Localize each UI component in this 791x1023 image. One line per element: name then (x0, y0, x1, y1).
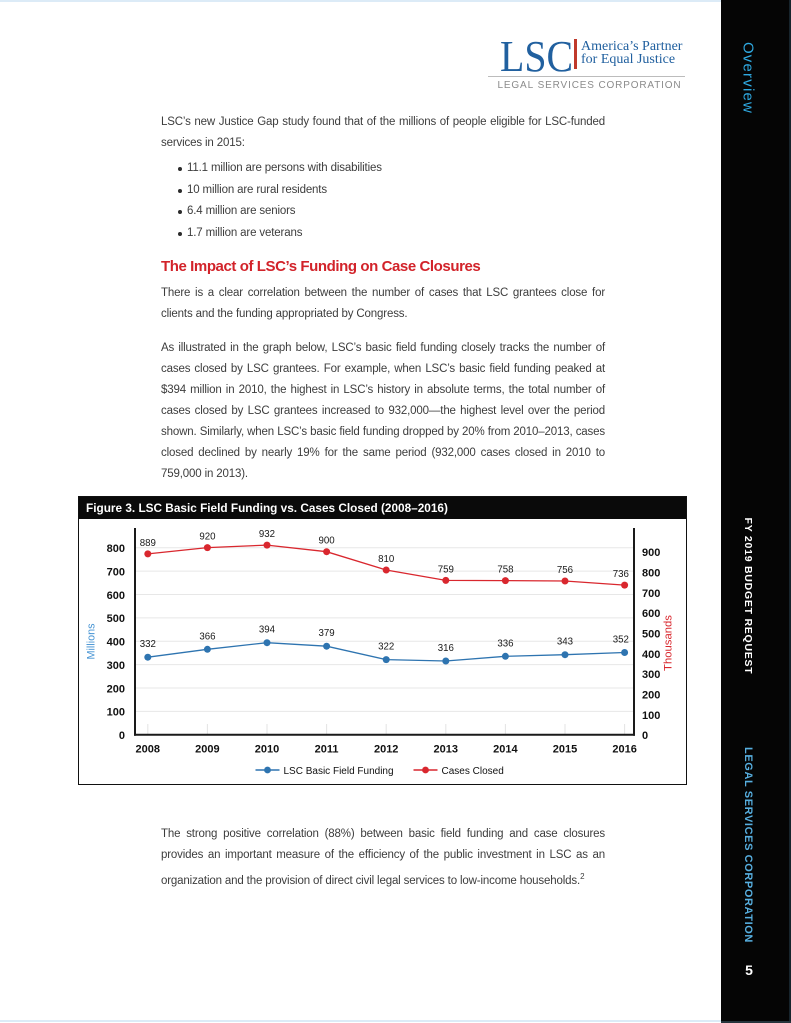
svg-text:200: 200 (642, 690, 660, 702)
svg-text:736: 736 (613, 569, 629, 580)
svg-text:400: 400 (107, 637, 125, 649)
svg-text:759: 759 (438, 564, 454, 575)
svg-text:800: 800 (642, 567, 660, 579)
svg-text:100: 100 (107, 707, 125, 719)
svg-text:379: 379 (319, 628, 335, 639)
svg-text:200: 200 (107, 683, 125, 695)
svg-text:300: 300 (107, 660, 125, 672)
svg-text:394: 394 (259, 625, 276, 636)
svg-text:2012: 2012 (374, 743, 398, 755)
svg-text:366: 366 (199, 631, 215, 642)
svg-text:2011: 2011 (315, 743, 339, 755)
svg-text:500: 500 (642, 629, 660, 641)
svg-text:Thousands: Thousands (663, 615, 675, 671)
svg-text:2010: 2010 (255, 743, 279, 755)
svg-text:322: 322 (378, 642, 394, 653)
svg-text:700: 700 (107, 566, 125, 578)
svg-text:889: 889 (140, 538, 156, 549)
svg-text:0: 0 (119, 730, 125, 742)
svg-text:343: 343 (557, 637, 573, 648)
svg-text:400: 400 (642, 649, 660, 661)
svg-text:332: 332 (140, 639, 156, 650)
svg-text:900: 900 (319, 536, 336, 547)
svg-text:300: 300 (642, 669, 660, 681)
svg-text:LSC Basic Field Funding: LSC Basic Field Funding (284, 766, 394, 777)
svg-text:500: 500 (107, 613, 125, 625)
svg-text:756: 756 (557, 565, 573, 576)
svg-text:2015: 2015 (553, 743, 577, 755)
svg-text:900: 900 (642, 547, 660, 559)
svg-text:2016: 2016 (612, 743, 636, 755)
svg-text:800: 800 (107, 543, 125, 555)
svg-text:336: 336 (497, 638, 513, 649)
svg-text:2009: 2009 (195, 743, 219, 755)
svg-text:Cases Closed: Cases Closed (442, 766, 504, 777)
svg-text:920: 920 (199, 532, 216, 543)
svg-text:600: 600 (642, 608, 660, 620)
svg-text:316: 316 (438, 643, 454, 654)
svg-text:700: 700 (642, 588, 660, 600)
svg-text:2008: 2008 (136, 743, 160, 755)
svg-text:600: 600 (107, 590, 125, 602)
svg-text:2013: 2013 (434, 743, 458, 755)
svg-text:810: 810 (378, 554, 395, 565)
svg-text:758: 758 (497, 565, 513, 576)
svg-text:100: 100 (642, 710, 660, 722)
svg-text:352: 352 (613, 635, 629, 646)
svg-text:0: 0 (642, 730, 648, 742)
svg-text:Millions: Millions (86, 623, 98, 660)
svg-text:932: 932 (259, 529, 275, 540)
svg-text:2014: 2014 (493, 743, 518, 755)
